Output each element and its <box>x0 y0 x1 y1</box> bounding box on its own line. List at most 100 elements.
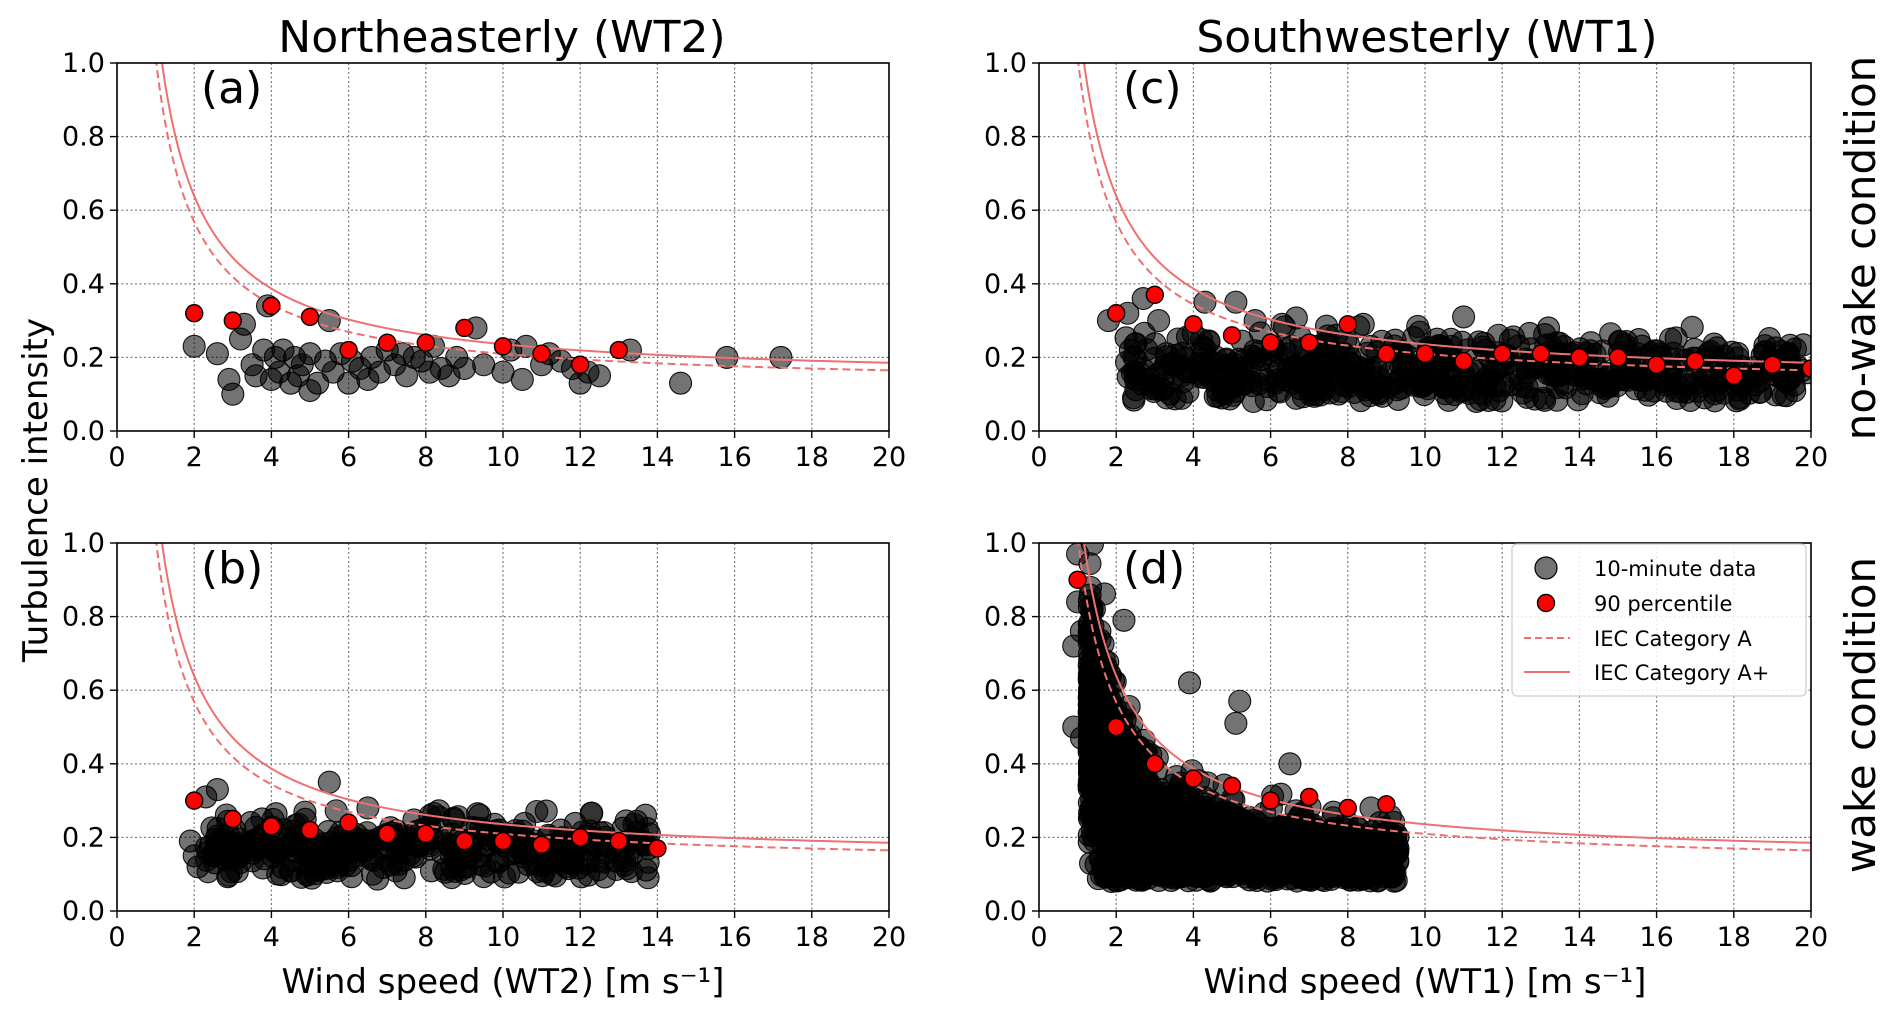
data-point <box>1536 362 1560 386</box>
plot-area <box>155 543 889 891</box>
legend-label-iec-a-plus: IEC Category A+ <box>1594 661 1769 685</box>
x-tick-label: 14 <box>640 922 674 953</box>
x-tick-label: 14 <box>1562 922 1596 953</box>
percentile-point <box>609 831 628 851</box>
percentile-point <box>339 813 358 832</box>
x-tick-label: 18 <box>795 922 829 953</box>
percentile-point <box>1608 348 1628 367</box>
data-point <box>1168 827 1192 851</box>
data-point <box>1579 331 1603 355</box>
percentile-point <box>262 296 281 316</box>
x-tick-label: 12 <box>1485 922 1519 953</box>
percentile-point <box>1106 717 1126 737</box>
data-point <box>1069 726 1094 750</box>
percentile-point <box>1454 351 1473 371</box>
data-point <box>271 856 295 880</box>
data-point <box>1363 370 1387 394</box>
percentile-point <box>184 791 204 810</box>
x-tick-label: 2 <box>1108 922 1125 953</box>
series-10-minute-data <box>178 770 661 891</box>
percentile-point <box>1377 795 1396 814</box>
panel-d: 0 2 4 6 8 10 12 14 16 18 20 0.0 0.2 0.4 0.6 0.8 1.0 (d) Wi… <box>984 528 1828 1002</box>
data-point <box>513 811 537 835</box>
percentile-point <box>1377 344 1396 363</box>
x-tick-label: 6 <box>1262 922 1279 953</box>
data-point <box>1166 327 1190 351</box>
data-point <box>209 828 233 852</box>
percentile-point <box>1222 776 1242 796</box>
percentile-point <box>300 307 320 327</box>
series-10-minute-data <box>1062 543 1410 894</box>
data-point <box>1081 660 1105 684</box>
data-point <box>1241 349 1266 373</box>
x-tick-label: 20 <box>1794 442 1828 473</box>
data-point <box>1382 860 1406 884</box>
percentile-point <box>1647 355 1666 374</box>
data-point <box>1230 824 1254 848</box>
iec-category-a-line <box>155 63 889 372</box>
percentile-point <box>1068 570 1087 589</box>
column-title-northeasterly: Northeasterly (WT2) <box>278 12 725 63</box>
data-point <box>1128 867 1152 891</box>
data-point <box>1224 711 1248 735</box>
data-point <box>422 801 446 826</box>
x-tick-label: 8 <box>1339 442 1356 473</box>
data-point <box>510 367 534 392</box>
percentile-point <box>455 831 474 851</box>
series-90-percentile <box>1068 570 1396 818</box>
data-point <box>1222 375 1246 399</box>
x-tick-label: 8 <box>1339 922 1356 953</box>
y-tick-label: 0.6 <box>62 195 105 226</box>
iec-category-a-line <box>1077 63 1811 372</box>
percentile-point <box>1570 348 1589 367</box>
data-point <box>622 812 646 837</box>
x-tick-label: 12 <box>1485 442 1519 473</box>
data-point <box>1191 342 1215 366</box>
data-point <box>1452 305 1476 329</box>
x-tick-label: 18 <box>795 442 829 473</box>
data-point <box>574 852 598 876</box>
data-point <box>452 356 476 380</box>
iec-category-a-plus-line <box>160 63 889 364</box>
plot-area <box>1077 63 1811 414</box>
data-point <box>580 801 604 825</box>
data-point <box>285 835 309 860</box>
y-tick-label: 0.8 <box>984 602 1027 633</box>
percentile-point <box>1261 791 1280 810</box>
percentile-point <box>416 824 435 843</box>
data-point <box>1180 854 1204 878</box>
x-tick-label: 6 <box>1262 442 1279 473</box>
iec-category-a-line <box>155 543 889 852</box>
data-point <box>669 371 693 395</box>
data-point <box>1511 381 1535 405</box>
percentile-point <box>262 817 281 836</box>
percentile-point <box>571 355 590 374</box>
percentile-point <box>609 340 628 360</box>
panel-c: 0 2 4 6 8 10 12 14 16 18 20 0.0 0.2 0.4 0.6 0.8 1.0 (c) <box>984 48 1828 473</box>
y-tick-label: 0.0 <box>62 896 105 927</box>
data-point <box>1224 290 1248 314</box>
data-point <box>466 802 490 826</box>
data-point <box>443 848 467 872</box>
data-point <box>356 796 380 820</box>
series-10-minute-data <box>1096 286 1811 414</box>
x-tick-label: 10 <box>486 922 520 953</box>
series-90-percentile <box>184 296 628 374</box>
data-point <box>1278 752 1302 776</box>
y-tick-label: 1.0 <box>984 528 1027 559</box>
plot-area <box>1062 543 1811 894</box>
panel-label: (a) <box>201 63 262 114</box>
y-tick-label: 1.0 <box>62 48 105 79</box>
data-point <box>1274 835 1298 859</box>
x-tick-label: 0 <box>1030 922 1047 953</box>
data-point <box>1083 829 1107 853</box>
percentile-point <box>648 839 667 858</box>
y-tick-label: 0.0 <box>984 416 1027 447</box>
data-point <box>1199 814 1223 838</box>
percentile-point <box>1338 315 1358 334</box>
data-point <box>1079 802 1104 827</box>
legend-box <box>1511 543 1807 697</box>
y-tick-label: 0.6 <box>62 675 105 706</box>
percentile-point <box>1222 326 1242 345</box>
data-point <box>491 360 515 384</box>
